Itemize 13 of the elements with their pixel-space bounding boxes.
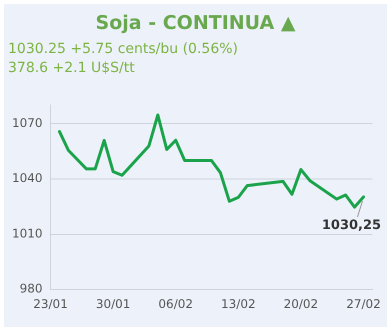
chart-subtitle: 1030.25 +5.75 cents/bu (0.56%) 378.6 +2.1 U$S/tt bbox=[7, 40, 239, 78]
x-tick-label: 23/01 bbox=[33, 296, 68, 311]
y-tick-label: 1040 bbox=[12, 171, 43, 186]
y-tick-label: 1010 bbox=[12, 226, 43, 240]
y-tick-label: 1070 bbox=[12, 116, 43, 130]
y-tick-label: 980 bbox=[20, 282, 43, 296]
x-tick-label: 30/01 bbox=[96, 296, 130, 311]
x-tick-label: 27/02 bbox=[346, 296, 381, 311]
x-tick-label: 20/02 bbox=[284, 296, 318, 311]
annotation: 1030,25 bbox=[322, 218, 382, 233]
x-tick-label: 06/02 bbox=[158, 296, 194, 311]
chart-title: Soja - CONTINUA ▲ bbox=[94, 11, 296, 34]
x-tick-label: 13/02 bbox=[221, 296, 256, 311]
